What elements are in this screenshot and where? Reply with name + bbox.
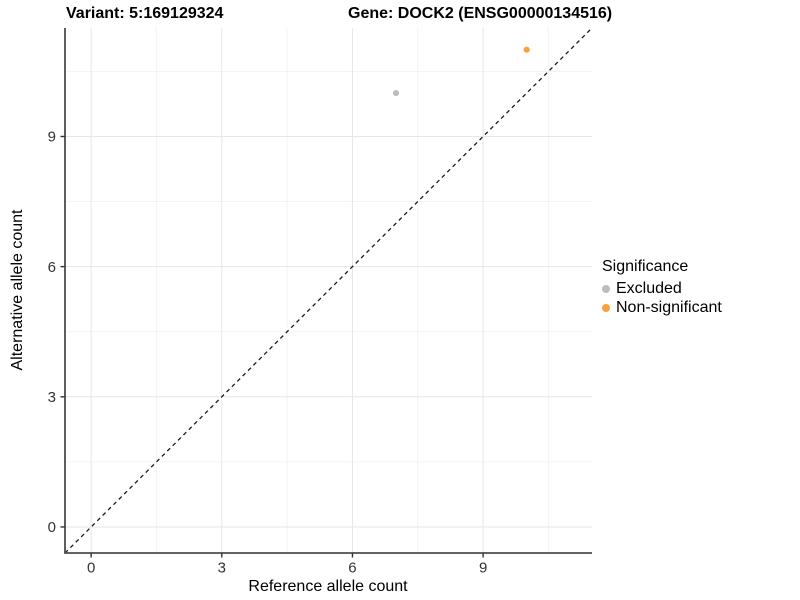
- legend: Significance Excluded Non-significant: [602, 258, 722, 317]
- x-axis-label: Reference allele count: [248, 578, 408, 595]
- legend-item-excluded: Excluded: [602, 279, 722, 298]
- y-axis-label: Alternative allele count: [9, 209, 26, 371]
- legend-item-non-significant: Non-significant: [602, 298, 722, 317]
- plot-title-variant: Variant: 5:169129324: [66, 5, 224, 22]
- data-point-non-significant: [523, 46, 530, 53]
- y-tick-label: 9: [48, 129, 56, 146]
- x-tick-label: 0: [87, 559, 95, 576]
- legend-dot-icon: [602, 284, 610, 293]
- plot-title-gene: Gene: DOCK2 (ENSG00000134516): [348, 5, 613, 22]
- x-tick-label: 6: [348, 559, 356, 576]
- legend-item-label: Excluded: [616, 279, 682, 297]
- x-tick-label: 9: [479, 559, 487, 576]
- y-tick-label: 3: [48, 389, 56, 406]
- x-tick-label: 3: [218, 559, 226, 576]
- legend-title: Significance: [602, 258, 689, 275]
- y-tick-label: 6: [48, 259, 56, 276]
- data-point-excluded: [392, 89, 400, 97]
- legend-items: Excluded Non-significant: [602, 279, 722, 317]
- legend-item-label: Non-significant: [616, 298, 722, 316]
- identity-line: [64, 27, 593, 554]
- y-tick-label: 0: [48, 519, 56, 536]
- legend-dot-icon: [602, 303, 610, 312]
